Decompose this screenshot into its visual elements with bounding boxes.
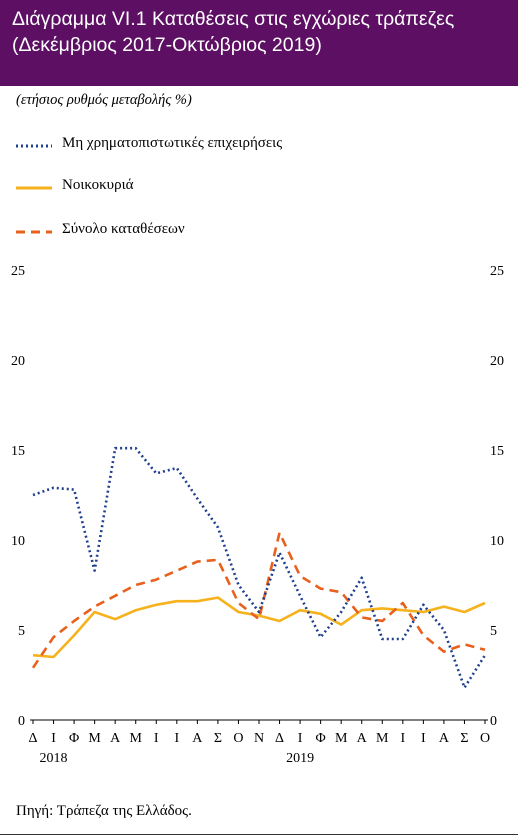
y-tick-label-right: 5 (490, 624, 497, 639)
legend-item-households: Νοικοκυριά (14, 177, 514, 199)
x-tick-label: Ν (254, 731, 264, 746)
y-tick-label-left: 0 (18, 714, 25, 729)
y-tick-label-left: 10 (11, 534, 25, 549)
y-tick-label-right: 0 (490, 714, 497, 729)
x-tick-label: Μ (88, 731, 101, 746)
y-tick-label-left: 5 (18, 624, 25, 639)
legend-item-nfc: Μη χρηματοπιστωτικές επιχειρήσεις (14, 135, 514, 157)
x-tick-label: Δ (28, 731, 37, 746)
y-tick-label-left: 15 (11, 444, 25, 459)
year-label: 2018 (40, 751, 68, 766)
x-tick-label: Μ (376, 731, 389, 746)
x-tick-label: Ο (233, 731, 243, 746)
x-tick-label: Δ (275, 731, 284, 746)
x-tick-label: Ι (51, 731, 56, 746)
series-line-2 (31, 531, 486, 669)
legend-label-total: Σύνολο καταθέσεων (62, 221, 185, 237)
x-tick-label: Ο (480, 731, 490, 746)
x-tick-label: Ι (400, 731, 405, 746)
y-tick-label-right: 20 (490, 354, 504, 369)
x-tick-label: Φ (316, 731, 326, 746)
x-tick-label: Ι (421, 731, 426, 746)
x-tick-label: Φ (69, 731, 79, 746)
x-tick-label: Σ (214, 731, 222, 746)
y-tick-label-left: 25 (11, 264, 25, 279)
legend-label-households: Νοικοκυριά (62, 177, 134, 193)
x-tick-label: Α (357, 731, 368, 746)
legend-swatch-total (16, 230, 52, 234)
y-tick-label-right: 10 (490, 534, 504, 549)
legend-swatch-households (16, 186, 52, 190)
chart-title-line1: Διάγραμμα VI.1 Καταθέσεις στις εγχώριες … (12, 8, 455, 30)
x-tick-label: Σ (460, 731, 468, 746)
series-line-1 (32, 596, 486, 659)
legend-label-nfc: Μη χρηματοπιστωτικές επιχειρήσεις (62, 135, 283, 151)
unit-label: (ετήσιος ρυθμός μεταβολής %) (16, 92, 192, 108)
legend-item-total: Σύνολο καταθέσεων (14, 221, 514, 243)
x-tick-label: Α (192, 731, 203, 746)
bottom-rule (0, 834, 518, 835)
source-note: Πηγή: Τράπεζα της Ελλάδος. (16, 803, 192, 819)
y-tick-label-right: 25 (490, 264, 504, 279)
x-tick-label: Μ (130, 731, 143, 746)
x-tick-label: Ι (154, 731, 159, 746)
x-tick-label: Μ (335, 731, 348, 746)
legend-swatch-nfc (16, 144, 52, 148)
chart-title-line2: (Δεκέμβριος 2017-Οκτώβριος 2019) (12, 34, 322, 56)
y-tick-label-left: 20 (11, 354, 25, 369)
series-line-0 (32, 446, 487, 689)
year-label: 2019 (286, 751, 314, 766)
x-tick-label: Ι (174, 731, 179, 746)
x-tick-label: Ι (298, 731, 303, 746)
x-tick-label: Α (439, 731, 450, 746)
x-tick-label: Α (110, 731, 121, 746)
y-tick-label-right: 15 (490, 444, 504, 459)
chart-header: Διάγραμμα VI.1 Καταθέσεις στις εγχώριες … (0, 0, 518, 86)
